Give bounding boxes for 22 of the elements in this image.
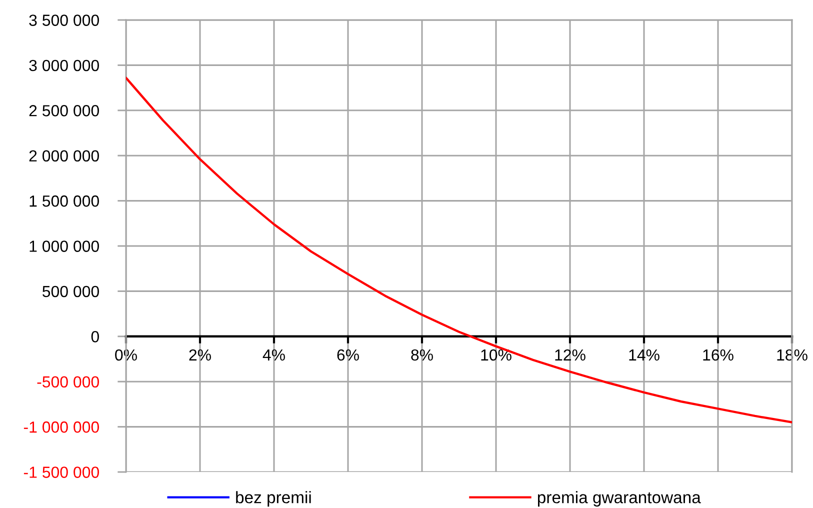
x-tick-label: 16% bbox=[703, 349, 734, 361]
y-tick-label: -1 500 000 bbox=[24, 466, 99, 478]
y-tick-label: 1 500 000 bbox=[30, 195, 99, 207]
x-tick-label: 8% bbox=[411, 349, 433, 361]
y-tick-label: 2 000 000 bbox=[29, 150, 99, 162]
y-tick-label: 1 000 000 bbox=[30, 240, 99, 252]
y-tick-label: -500 000 bbox=[37, 376, 99, 388]
y-tick-label: -1 000 000 bbox=[24, 421, 99, 433]
x-tick-label: 0% bbox=[115, 349, 137, 361]
legend-label: bez premii bbox=[236, 491, 311, 507]
y-tick-label: 3 000 000 bbox=[29, 60, 99, 72]
x-tick-label: 14% bbox=[629, 349, 660, 361]
y-tick-label: 3 500 000 bbox=[29, 14, 99, 26]
x-tick-label: 6% bbox=[337, 349, 359, 361]
x-tick-label: 12% bbox=[555, 349, 586, 361]
y-tick-label: 500 000 bbox=[42, 286, 99, 298]
x-tick-label: 2% bbox=[189, 349, 211, 361]
y-tick-label: 0 bbox=[91, 331, 99, 342]
y-tick-label: 2 500 000 bbox=[29, 105, 99, 116]
x-tick-label: 10% bbox=[481, 349, 512, 361]
x-tick-label: 4% bbox=[262, 349, 285, 361]
legend-label: premia gwarantowana bbox=[538, 491, 701, 507]
